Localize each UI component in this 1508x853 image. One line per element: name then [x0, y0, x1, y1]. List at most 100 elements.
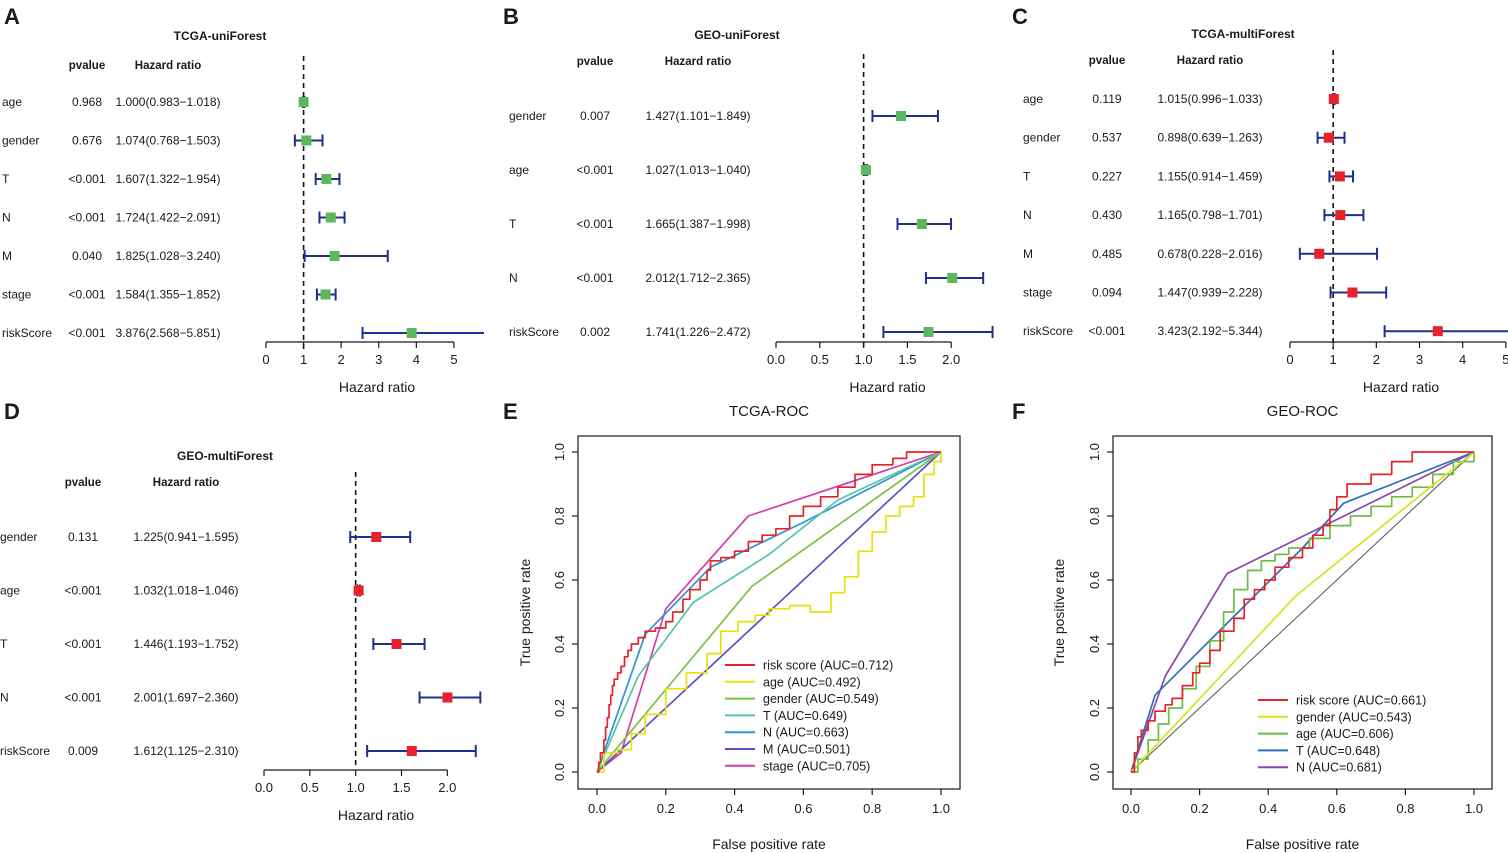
- row-name: T: [509, 217, 517, 231]
- row-name: T: [0, 637, 8, 651]
- row-hr-text: 3.423(2.192−5.344): [1157, 324, 1262, 338]
- row-name: stage: [1023, 286, 1053, 300]
- roc-plot-F: GEO-ROC 0.0 0.0 0.2 0.2 0.4 0.4 0.6 0.6 0.8 0.8 1.0…: [1051, 403, 1493, 852]
- hr-point: [860, 165, 871, 175]
- roc-title: GEO-ROC: [1267, 403, 1339, 420]
- row-hr-text: 1.584(1.355−1.852): [115, 288, 220, 302]
- forest-row: riskScore 0.009 1.612(1.125−2.310): [0, 744, 477, 758]
- row-pvalue: <0.001: [576, 217, 613, 231]
- x-tick-label: 1: [300, 352, 307, 367]
- row-name: N: [2, 211, 11, 225]
- y-tick-label: 0.4: [552, 635, 567, 653]
- row-name: riskScore: [0, 744, 50, 758]
- legend-label: risk score (AUC=0.661): [1296, 694, 1426, 708]
- row-hr-text: 1.225(0.941−1.595): [133, 530, 238, 544]
- x-tick-label: 0.6: [794, 801, 812, 816]
- row-pvalue: 0.968: [72, 95, 102, 109]
- row-hr-text: 1.000(0.983−1.018): [115, 95, 220, 109]
- forest-row: age 0.119 1.015(0.996−1.033): [1023, 92, 1339, 106]
- row-pvalue: 0.537: [1092, 131, 1122, 145]
- forest-title: TCGA-multiForest: [1191, 27, 1294, 41]
- forest-plot-D: GEO-multiForest pvalue Hazard ratio gender 0…: [0, 449, 482, 823]
- legend-label: M (AUC=0.501): [763, 743, 850, 757]
- y-axis-label: True positive rate: [517, 558, 533, 666]
- hr-point: [1314, 248, 1325, 259]
- y-tick-label: 0.0: [552, 763, 567, 781]
- x-tick-label: 0.8: [1396, 801, 1414, 816]
- row-name: N: [1023, 208, 1032, 222]
- row-name: gender: [2, 134, 39, 148]
- x-tick-label: 1: [1330, 352, 1337, 367]
- y-tick-label: 0.2: [1087, 699, 1102, 717]
- row-pvalue: 0.430: [1092, 208, 1122, 222]
- x-axis-label: Hazard ratio: [849, 379, 925, 395]
- x-tick-label: 5: [1502, 352, 1508, 367]
- forest-row: stage <0.001 1.584(1.355−1.852): [2, 288, 337, 302]
- x-tick-label: 0.5: [811, 352, 829, 367]
- legend-label: gender (AUC=0.543): [1296, 710, 1412, 724]
- hazard-ratio-header: Hazard ratio: [1177, 55, 1243, 67]
- legend-label: N (AUC=0.663): [763, 726, 849, 740]
- x-tick-label: 2: [1373, 352, 1380, 367]
- x-axis-label: False positive rate: [712, 836, 826, 852]
- hr-point: [371, 532, 382, 542]
- forest-row: stage 0.094 1.447(0.939−2.228): [1023, 286, 1388, 300]
- y-axis-label: True positive rate: [1051, 558, 1067, 666]
- row-hr-text: 1.165(0.798−1.701): [1157, 208, 1262, 222]
- hazard-ratio-header: Hazard ratio: [135, 60, 201, 72]
- hr-point: [325, 212, 336, 223]
- roc-curve: [597, 451, 941, 773]
- row-name: riskScore: [1023, 324, 1073, 338]
- forest-row: T 0.227 1.155(0.914−1.459): [1023, 169, 1354, 183]
- forest-row: riskScore 0.002 1.741(1.226−2.472): [509, 325, 994, 339]
- row-hr-text: 2.012(1.712−2.365): [645, 271, 750, 285]
- x-tick-label: 0.4: [1259, 801, 1277, 816]
- x-tick-label: 2.0: [438, 780, 456, 795]
- forest-row: age 0.968 1.000(0.983−1.018): [2, 95, 309, 109]
- row-pvalue: <0.001: [68, 288, 105, 302]
- forest-row: T <0.001 1.665(1.387−1.998): [509, 217, 953, 231]
- x-tick-label: 1.5: [392, 780, 410, 795]
- row-name: T: [2, 172, 10, 186]
- roc-curve: [596, 451, 942, 773]
- row-hr-text: 1.032(1.018−1.046): [133, 584, 238, 598]
- x-tick-label: 2: [338, 352, 345, 367]
- panel-letter: B: [503, 4, 519, 29]
- roc-curve: [1130, 451, 1475, 773]
- hr-point: [947, 273, 958, 283]
- row-pvalue: 0.227: [1092, 169, 1122, 183]
- hr-point: [1323, 132, 1334, 143]
- panel-letter: E: [503, 399, 518, 424]
- row-hr-text: 1.427(1.101−1.849): [645, 109, 750, 123]
- forest-row: N <0.001 1.724(1.422−2.091): [2, 211, 346, 225]
- x-axis-label: Hazard ratio: [338, 807, 414, 823]
- legend-label: T (AUC=0.648): [1296, 744, 1380, 758]
- roc-curve: [597, 452, 942, 773]
- x-tick-label: 3: [375, 352, 382, 367]
- row-name: gender: [509, 109, 546, 123]
- diagonal-line: [1130, 451, 1475, 773]
- forest-row: age <0.001 1.027(1.013−1.040): [509, 163, 871, 177]
- row-name: M: [2, 249, 12, 263]
- row-hr-text: 1.074(0.768−1.503): [115, 134, 220, 148]
- row-pvalue: <0.001: [68, 211, 105, 225]
- x-tick-label: 2.0: [942, 352, 960, 367]
- legend-label: N (AUC=0.681): [1296, 761, 1382, 775]
- legend-label: age (AUC=0.492): [763, 675, 861, 689]
- forest-title: TCGA-uniForest: [174, 29, 267, 43]
- y-tick-label: 0.8: [552, 507, 567, 525]
- hr-point: [321, 174, 332, 184]
- x-tick-label: 1.0: [855, 352, 873, 367]
- x-tick-label: 0.6: [1328, 801, 1346, 816]
- pvalue-header: pvalue: [69, 60, 105, 72]
- hr-point: [916, 219, 927, 229]
- row-pvalue: 0.676: [72, 134, 102, 148]
- x-axis-label: False positive rate: [1246, 836, 1360, 852]
- row-hr-text: 1.612(1.125−2.310): [133, 744, 238, 758]
- row-pvalue: <0.001: [68, 172, 105, 186]
- row-hr-text: 0.898(0.639−1.263): [1157, 131, 1262, 145]
- hr-point: [923, 327, 934, 337]
- x-tick-label: 0: [262, 352, 269, 367]
- hr-point: [1328, 94, 1339, 104]
- forest-row: gender 0.537 0.898(0.639−1.263): [1023, 131, 1346, 145]
